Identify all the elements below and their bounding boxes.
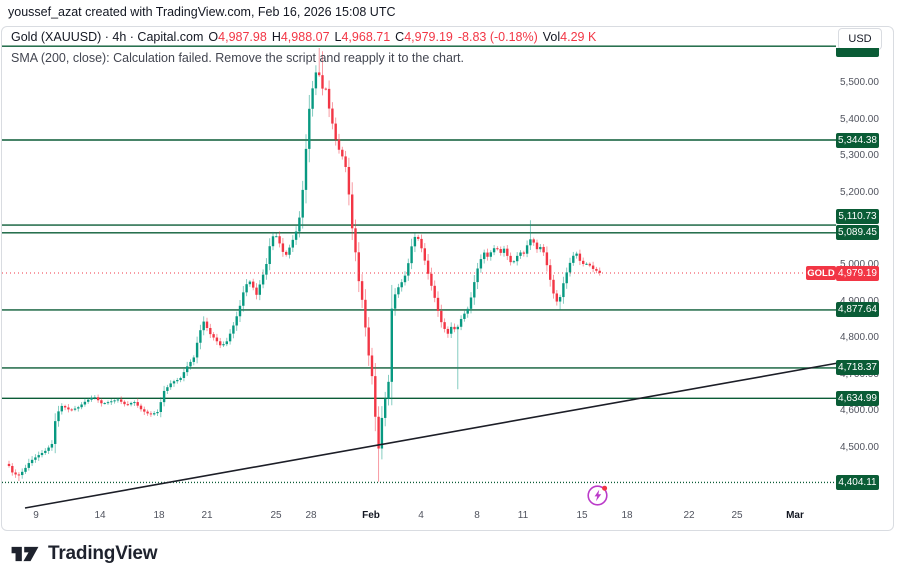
time-tick-label: Feb [362,510,380,521]
time-tick-label: 18 [621,510,633,521]
watermark-text: TradingView [48,543,158,564]
time-tick-label: 18 [153,510,165,521]
price-tick-label: 5,500.00 [840,77,879,89]
time-tick-label: Mar [786,510,804,521]
last-price-badge: 4,979.19 [836,265,879,281]
currency-toggle-button[interactable]: USD [838,28,882,50]
ohlc-legend: Gold (XAUUSD) · 4h · Capital.com O4,987.… [11,30,596,44]
time-tick-label: 4 [418,510,424,521]
indicator-error-message[interactable]: SMA (200, close): Calculation failed. Re… [11,51,465,65]
close-value: 4,979.19 [404,30,453,44]
price-tick-label: 4,600.00 [840,405,879,417]
tradingview-watermark[interactable]: TradingView [10,542,158,566]
time-tick-label: 11 [517,510,529,521]
level-price-badge: 4,404.11 [836,474,879,490]
change-value: -8.83 (-0.18%) [457,30,538,44]
last-price-symbol-badge: GOLD [806,266,836,280]
attribution-text: youssef_azat created with TradingView.co… [8,5,396,19]
low-value: 4,968.71 [341,30,391,44]
time-tick-label: 15 [576,510,588,521]
level-price-badge: 5,089.45 [836,225,879,241]
price-tick-label: 4,900.00 [840,295,879,307]
level-price-badge: 5,110.73 [836,208,879,224]
time-tick-label: 25 [731,510,743,521]
time-tick-label: 25 [270,510,282,521]
level-price-badge: 4,634.99 [836,390,879,406]
time-tick-label: 22 [683,510,695,521]
level-price-badge: 4,718.37 [836,360,879,376]
candlestick-series [7,48,601,482]
volume: Vol4.29 K [542,30,597,44]
volume-value: 4.29 K [560,30,597,44]
price-tick-label: 5,400.00 [840,113,879,125]
level-price-badge: 5,344.38 [836,132,879,148]
price-tick-label: 5,000.00 [840,259,879,271]
trend-line[interactable] [24,362,839,509]
time-tick-label: 9 [33,510,39,521]
high-label: H4,988.07 [271,30,330,44]
level-price-badge: 4,877.64 [836,302,879,318]
close-label: C4,979.19 [395,30,453,44]
price-tick-label: 5,200.00 [840,186,879,198]
time-tick-label: 21 [201,510,213,521]
tradingview-logo-icon [11,546,39,562]
price-tick-label: 5,300.00 [840,150,879,162]
open-label: O4,987.98 [208,30,267,44]
high-value: 4,988.07 [280,30,330,44]
open-value: 4,987.98 [218,30,267,44]
time-tick-label: 14 [94,510,106,521]
time-tick-label: 28 [305,510,317,521]
events-lightning-icon[interactable] [586,483,610,507]
symbol-title[interactable]: Gold (XAUUSD) · 4h · Capital.com [11,30,204,44]
low-label: L4,968.71 [334,30,391,44]
price-tick-label: 4,800.00 [840,332,879,344]
clipped-level-badge [836,48,879,57]
price-tick-label: 4,500.00 [840,441,879,453]
time-tick-label: 8 [474,510,480,521]
